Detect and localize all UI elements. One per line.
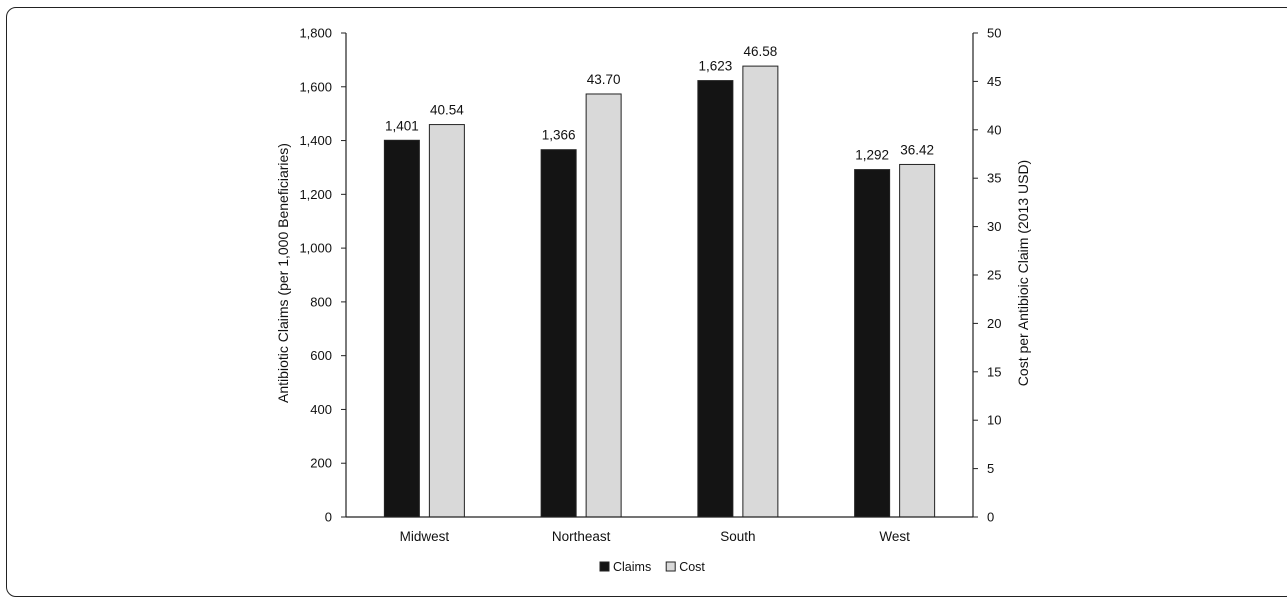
data-label-claims: 1,292 [855, 148, 889, 163]
y2-tick-label: 45 [987, 74, 1001, 89]
legend-swatch-claims [599, 561, 610, 572]
x-category-label: Northeast [552, 529, 611, 544]
y2-tick-label: 10 [987, 413, 1001, 428]
y-tick-label: 0 [325, 510, 332, 525]
data-label-cost: 36.42 [900, 142, 934, 157]
y2-tick-label: 25 [987, 268, 1001, 283]
legend: Claims Cost [599, 560, 705, 574]
y2-tick-label: 50 [987, 26, 1001, 41]
bar-claims [854, 169, 891, 518]
bar-claims [540, 149, 577, 518]
y-tick-label: 1,800 [299, 26, 332, 41]
labels-layer: Midwest 1,401 40.54 Northeast 1,366 43.70 Sout… [385, 44, 934, 544]
y2-tick-label: 35 [987, 171, 1001, 186]
data-label-cost: 43.70 [587, 72, 621, 87]
data-label-claims: 1,401 [385, 118, 419, 133]
y2-tick-label: 40 [987, 122, 1001, 137]
bar-cost [742, 65, 779, 518]
legend-label-cost: Cost [679, 560, 705, 574]
y-tick-label: 400 [310, 402, 332, 417]
bars-layer [383, 65, 936, 518]
data-label-claims: 1,366 [542, 128, 576, 143]
y2-tick-label: 20 [987, 316, 1001, 331]
y2-tick-label: 0 [987, 510, 994, 525]
data-label-claims: 1,623 [698, 59, 732, 74]
bar-cost [899, 163, 936, 518]
axes-layer: 0 200 400 600 800 1,000 1,200 1,400 1,600 1,800 0 5… [299, 26, 1001, 525]
bar-claims [383, 139, 420, 518]
y-tick-label: 800 [310, 294, 332, 309]
y-tick-label: 600 [310, 348, 332, 363]
legend-label-claims: Claims [613, 560, 651, 574]
y-tick-label: 1,200 [299, 187, 332, 202]
y-tick-label: 200 [310, 456, 332, 471]
y-axis-title: Antibiotic Claims (per 1,000 Beneficiari… [275, 143, 291, 403]
legend-swatch-cost [665, 561, 676, 572]
bar-cost [585, 93, 622, 518]
y2-tick-label: 5 [987, 461, 994, 476]
x-category-label: South [720, 529, 755, 544]
bar-cost [428, 124, 465, 518]
y2-axis-title: Cost per Antibioic Claim (2013 USD) [1015, 160, 1031, 386]
data-label-cost: 40.54 [430, 103, 464, 118]
y2-tick-label: 15 [987, 364, 1001, 379]
data-label-cost: 46.58 [743, 44, 777, 59]
y-tick-label: 1,000 [299, 241, 332, 256]
y-tick-label: 1,400 [299, 133, 332, 148]
bar-claims [697, 80, 734, 518]
y-tick-label: 1,600 [299, 79, 332, 94]
x-category-label: West [879, 529, 910, 544]
x-category-label: Midwest [400, 529, 450, 544]
y2-tick-label: 30 [987, 219, 1001, 234]
